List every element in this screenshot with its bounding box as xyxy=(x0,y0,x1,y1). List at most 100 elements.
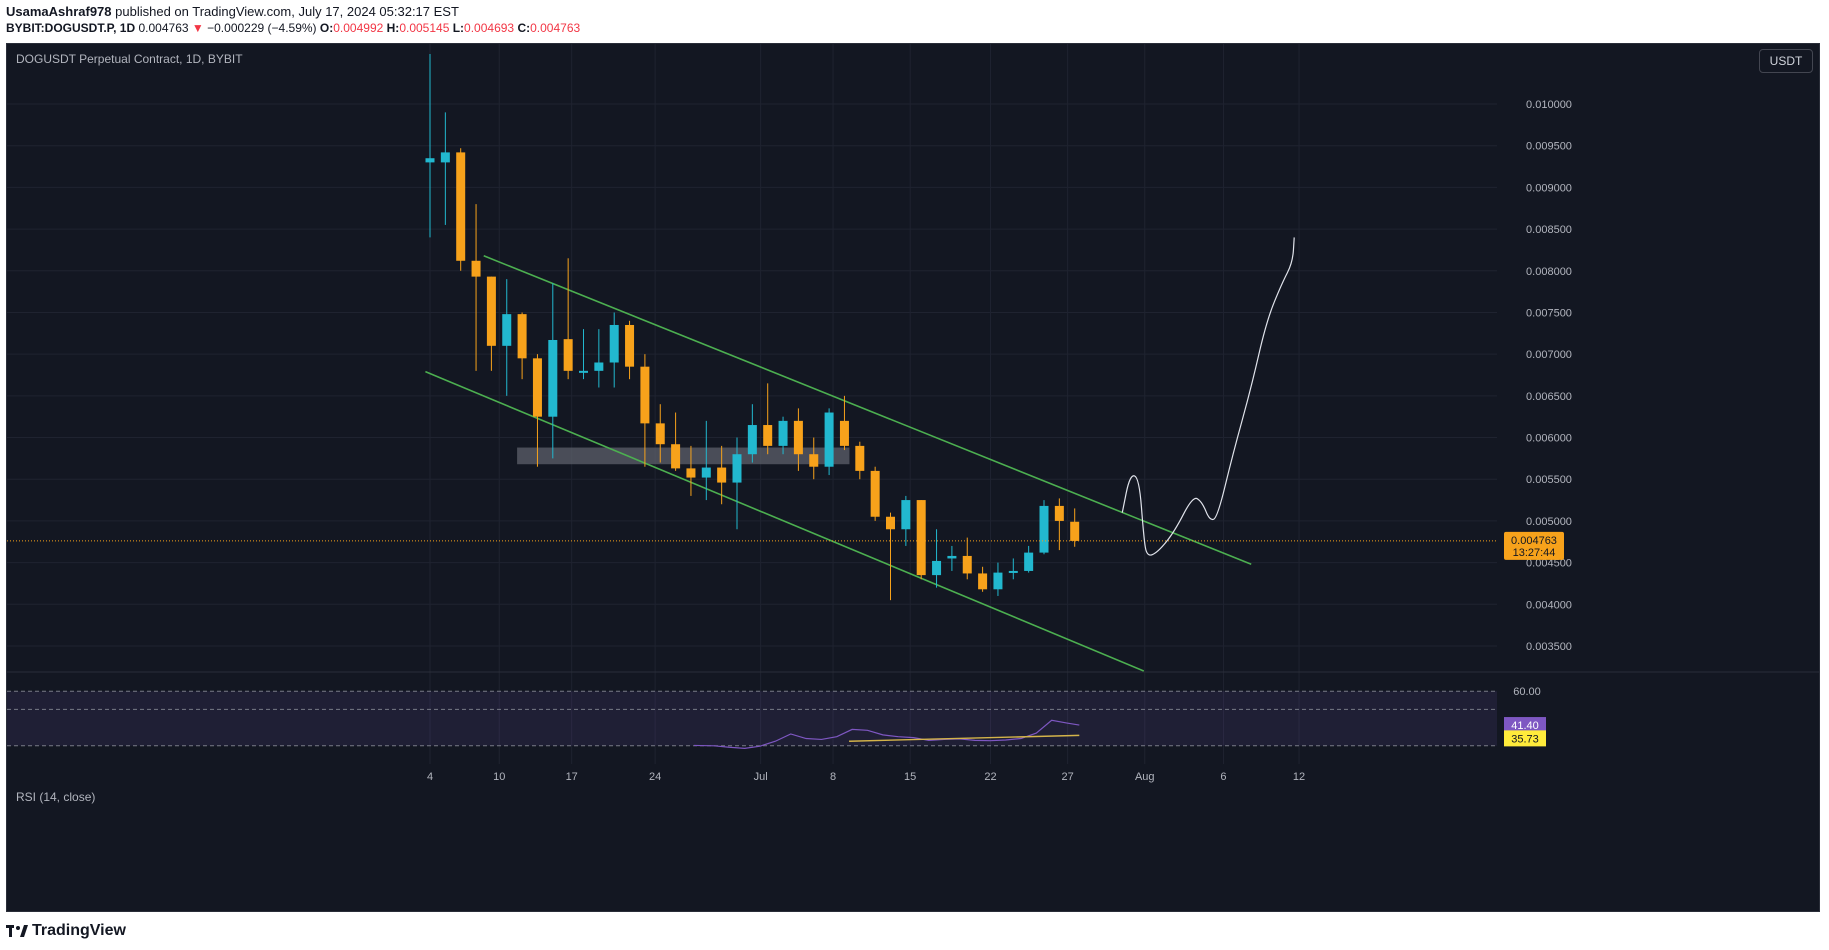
candle xyxy=(993,562,1003,596)
candle-body xyxy=(916,500,926,576)
candle-body xyxy=(809,454,819,467)
candle-body xyxy=(1024,552,1034,571)
y-tick-label: 0.005500 xyxy=(1526,474,1572,486)
candle-body xyxy=(456,152,466,261)
tradingview-brand: TradingView xyxy=(32,922,126,939)
x-tick-label: 10 xyxy=(493,771,505,783)
candle-body xyxy=(1008,570,1018,573)
candle-body xyxy=(747,425,757,455)
candle xyxy=(625,320,635,380)
candle xyxy=(471,204,481,371)
candle-body xyxy=(993,572,1003,590)
candle-body xyxy=(978,573,988,590)
candle-body xyxy=(901,500,911,530)
x-tick-label: 4 xyxy=(427,771,433,783)
chart-frame[interactable]: 0.010000 0.009500 0.009000 0.008500 0.008000… xyxy=(6,43,1820,912)
x-tick-label: 12 xyxy=(1293,771,1305,783)
y-tick-label: 0.003500 xyxy=(1526,641,1572,653)
symbol-label: BYBIT:DOGUSDT.P, 1D xyxy=(6,21,136,35)
candle-body xyxy=(732,454,742,483)
chart-legend-title: DOGUSDT Perpetual Contract, 1D, BYBIT xyxy=(16,52,243,66)
candle xyxy=(686,445,696,496)
candle xyxy=(609,312,619,388)
candle-body xyxy=(655,423,665,445)
low-label: L: xyxy=(452,21,465,35)
candle xyxy=(916,500,926,580)
x-tick-label: 24 xyxy=(649,771,661,783)
x-tick-label: 27 xyxy=(1061,771,1073,783)
candle-body xyxy=(686,468,696,478)
candle-body xyxy=(532,358,542,417)
close-label: C: xyxy=(517,21,531,35)
x-tick-label: 17 xyxy=(566,771,578,783)
candle-body xyxy=(839,420,849,446)
currency-button[interactable]: USDT xyxy=(1759,49,1813,73)
tradingview-logo[interactable]: TradingView xyxy=(6,922,126,940)
candle xyxy=(440,112,450,225)
candle-body xyxy=(1054,505,1064,521)
x-tick-label: Jul xyxy=(754,771,768,783)
rsi-value-label: 41.40 xyxy=(1511,720,1539,732)
candle xyxy=(870,466,880,521)
price-label-countdown: 13:27:44 xyxy=(1513,547,1556,559)
candle xyxy=(932,529,942,588)
candle-body xyxy=(502,314,512,346)
y-tick-label: 0.010000 xyxy=(1526,99,1572,111)
candle-body xyxy=(793,420,803,455)
candle-body xyxy=(579,370,588,373)
chart-canvas[interactable]: 0.010000 0.009500 0.009000 0.008500 0.008000… xyxy=(7,44,1820,912)
open-label: O: xyxy=(319,21,334,35)
candle-body xyxy=(763,425,773,446)
candle-body xyxy=(425,158,435,163)
candle-body xyxy=(625,324,635,367)
candle-body xyxy=(440,152,450,163)
candle xyxy=(548,283,558,459)
y-tick-label: 0.009000 xyxy=(1526,182,1572,194)
candle-body xyxy=(870,470,880,517)
rsi-ma-value-label: 35.73 xyxy=(1511,733,1539,745)
y-tick-label: 0.009500 xyxy=(1526,141,1572,153)
candle xyxy=(793,408,803,471)
projection-path xyxy=(1121,237,1295,556)
candle xyxy=(594,329,604,388)
candle-body xyxy=(1070,521,1080,541)
candle xyxy=(962,537,972,580)
candle-body xyxy=(517,314,527,359)
y-tick-label: 0.008500 xyxy=(1526,224,1572,236)
candle xyxy=(947,545,957,571)
publish-line: UsamaAshraf978 published on TradingView.… xyxy=(6,4,459,19)
candle xyxy=(886,512,895,601)
y-tick-label: 0.004000 xyxy=(1526,599,1572,611)
rsi-ma-line xyxy=(849,734,1080,742)
candle xyxy=(824,408,834,476)
candle xyxy=(1039,500,1049,555)
support-zone xyxy=(517,447,850,465)
x-tick-label: 15 xyxy=(904,771,916,783)
price-label-bg xyxy=(1504,531,1564,560)
y-tick-label: 0.007500 xyxy=(1526,307,1572,319)
candle xyxy=(640,354,650,467)
candle xyxy=(563,258,573,380)
candle xyxy=(855,441,865,480)
candle xyxy=(901,495,911,546)
x-tick-label: 6 xyxy=(1220,771,1226,783)
publisher-name[interactable]: UsamaAshraf978 xyxy=(6,4,112,19)
candle xyxy=(517,312,527,380)
y-tick-label: 0.007000 xyxy=(1526,349,1572,361)
candle xyxy=(717,445,727,505)
tradingview-logo-icon xyxy=(6,925,28,937)
candle-body xyxy=(701,467,711,478)
candle-body xyxy=(471,260,481,277)
high-value: 0.005145 xyxy=(399,21,450,35)
rsi-value-bg xyxy=(1504,717,1546,734)
price-label-value: 0.004763 xyxy=(1511,535,1557,547)
channel-lower-line xyxy=(425,370,1145,672)
candle-body xyxy=(671,444,681,469)
candle-body xyxy=(609,324,619,363)
candle-body xyxy=(1039,505,1049,553)
y-tick-label: 0.005000 xyxy=(1526,516,1572,528)
rsi-ma-value-bg xyxy=(1504,730,1546,747)
channel-upper-line xyxy=(483,255,1252,566)
candle-body xyxy=(594,362,604,371)
